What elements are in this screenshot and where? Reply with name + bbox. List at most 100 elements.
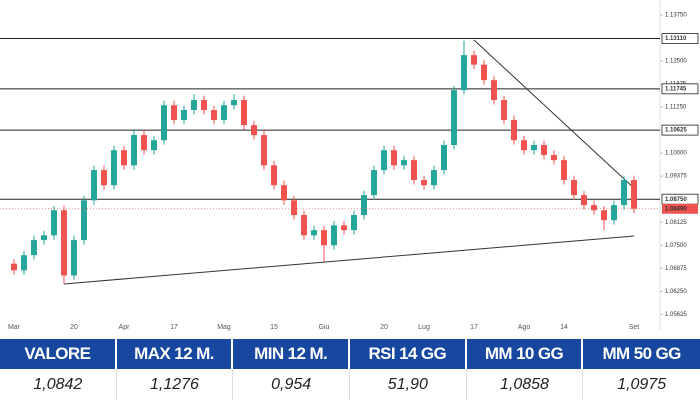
column-header: MM 50 GG (583, 339, 700, 369)
candle-body (51, 210, 57, 236)
candle-body (421, 180, 427, 186)
column-header: RSI 14 GG (349, 339, 467, 369)
candle-body (141, 135, 147, 151)
x-tick-label: Mar (8, 324, 21, 331)
x-tick-label: 20 (70, 324, 78, 331)
table-cell: 1,0842 (0, 369, 117, 400)
table-cell: 1,0975 (617, 375, 667, 393)
current-price-label: 1.08490 (665, 206, 687, 212)
level-label: 1.13110 (665, 36, 687, 42)
table-cell: 0,954 (233, 369, 350, 400)
candle-body (341, 225, 347, 231)
trendline (473, 39, 635, 189)
level-label: 1.11745 (665, 86, 687, 92)
table-cell: 1,1276 (117, 369, 234, 400)
table-cell: 1,0858 (467, 369, 584, 400)
candle-body (91, 170, 97, 201)
candle-body (301, 215, 307, 236)
candle-body (201, 100, 207, 111)
candle-body (401, 160, 407, 166)
candle-body (551, 154, 557, 161)
x-tick-label: Apr (119, 324, 131, 331)
candle-body (251, 125, 257, 136)
candle-body (411, 160, 417, 181)
y-tick-label: 1.06875 (665, 266, 687, 272)
candle-body (161, 105, 167, 141)
candle-body (391, 150, 397, 166)
candle-body (631, 180, 637, 209)
chart: 1.137501.125001.118751.112501.100001.093… (0, 0, 699, 331)
y-tick-label: 1.11250 (665, 105, 687, 111)
candle-body (291, 200, 297, 216)
level-label-box (661, 124, 699, 136)
candle-body (181, 110, 187, 120)
candle-body (571, 180, 577, 196)
candle-body (621, 180, 627, 206)
candle-body (271, 165, 277, 186)
column-header: MAX 12 M. (116, 339, 234, 369)
candle-body (151, 140, 157, 151)
candle-body (21, 255, 27, 271)
candle-body (261, 135, 267, 166)
x-tick-label: 20 (380, 324, 388, 331)
candle-body (381, 150, 387, 171)
x-tick-label: 17 (470, 324, 478, 331)
table-cell: 51,90 (350, 369, 467, 400)
y-tick-label: 1.09375 (665, 174, 687, 180)
x-tick-label: 14 (560, 324, 568, 331)
y-tick-label: 1.05625 (665, 312, 687, 318)
candle-body (611, 205, 617, 221)
x-tick-label: 15 (270, 324, 278, 331)
candle-body (561, 160, 567, 181)
candle-body (81, 200, 87, 241)
quote-table: VALORE MAX 12 M. MIN 12 M. RSI 14 GG MM … (0, 339, 700, 400)
candle-body (351, 215, 357, 231)
candle-body (281, 185, 287, 201)
candle-body (601, 210, 607, 221)
candle-body (541, 145, 547, 155)
candle-body (531, 145, 537, 151)
candle-body (71, 240, 77, 276)
candle-body (441, 145, 447, 171)
candle-body (231, 100, 237, 106)
candle-body (221, 105, 227, 120)
y-tick-label: 1.13750 (665, 13, 687, 19)
candle-body (581, 195, 587, 206)
level-label: 1.08750 (665, 197, 687, 203)
candle-body (41, 235, 47, 241)
level-label-box (661, 83, 699, 95)
x-tick-label: Mag (217, 324, 231, 331)
candle-body (461, 55, 467, 91)
level-label: 1.10625 (665, 128, 687, 134)
x-tick-label: Set (629, 324, 640, 331)
candle-body (11, 263, 17, 271)
y-tick-label: 1.10000 (665, 151, 687, 157)
candle-body (101, 170, 107, 186)
candle-body (61, 210, 67, 276)
candle-body (481, 64, 487, 81)
candle-body (591, 205, 597, 211)
x-tick-label: Giu (319, 324, 330, 331)
y-tick-label: 1.08125 (665, 220, 687, 226)
y-tick-label: 1.12500 (665, 59, 687, 65)
column-header: MM 10 GG (466, 339, 584, 369)
candle-body (371, 170, 377, 196)
candle-body (521, 140, 527, 151)
column-header: MIN 12 M. (233, 339, 350, 369)
candle-body (311, 230, 317, 236)
trendline (63, 235, 635, 285)
candle-body (451, 90, 457, 146)
x-tick-label: 17 (170, 324, 178, 331)
candle-body (241, 100, 247, 126)
candle-body (131, 135, 137, 166)
candle-body (361, 195, 367, 216)
candle-body (321, 230, 327, 246)
candle-body (331, 225, 337, 246)
x-tick-label: Lug (418, 324, 430, 331)
candle-body (111, 150, 117, 186)
candle-body (471, 55, 477, 65)
candle-body (211, 110, 217, 120)
y-tick-label: 1.07500 (665, 243, 687, 249)
candle-body (511, 119, 517, 141)
